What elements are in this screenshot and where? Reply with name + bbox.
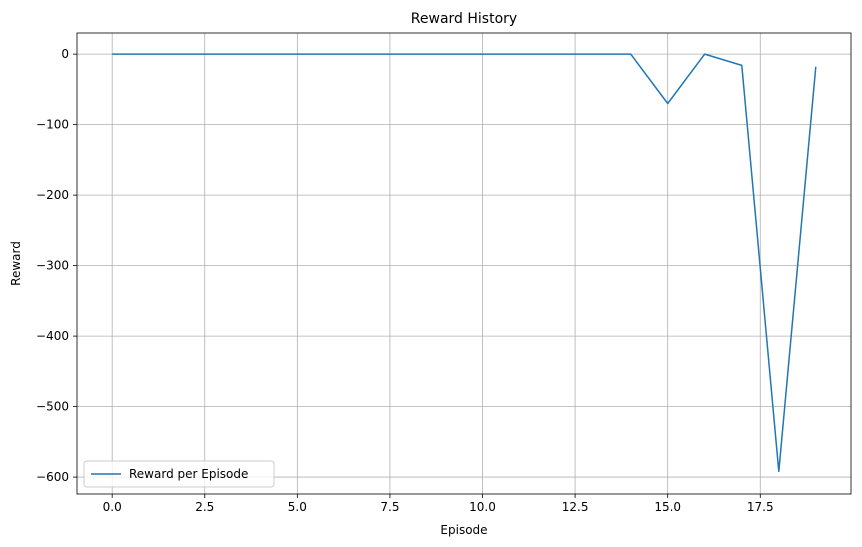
x-tick-label: 2.5 bbox=[195, 500, 214, 514]
x-tick-label: 5.0 bbox=[288, 500, 307, 514]
series-group bbox=[112, 53, 817, 473]
y-tick-label: 0 bbox=[61, 47, 69, 61]
plot-frame bbox=[76, 32, 852, 495]
y-tick-label: −500 bbox=[36, 400, 69, 414]
x-tick-label: 7.5 bbox=[380, 500, 399, 514]
y-tick-label: −600 bbox=[36, 470, 69, 484]
legend-box bbox=[83, 460, 275, 488]
x-tick-label: 15.0 bbox=[654, 500, 681, 514]
legend-label: Reward per Episode bbox=[129, 467, 248, 481]
y-tick-label: −300 bbox=[36, 259, 69, 273]
y-tick-label: −400 bbox=[36, 329, 69, 343]
x-tick-label: 12.5 bbox=[562, 500, 589, 514]
y-axis-label: Reward bbox=[9, 241, 23, 286]
series-line bbox=[112, 53, 817, 473]
legend: Reward per Episode bbox=[83, 460, 275, 488]
x-tick-label: 17.5 bbox=[747, 500, 774, 514]
x-axis-ticks: 0.0 2.5 5.0 7.5 10.0 12.5 15.0 17.5 bbox=[103, 494, 774, 514]
x-axis-label: Episode bbox=[440, 523, 487, 537]
x-tick-label: 10.0 bbox=[469, 500, 496, 514]
y-tick-label: −100 bbox=[36, 118, 69, 132]
x-tick-label: 0.0 bbox=[103, 500, 122, 514]
y-tick-label: −200 bbox=[36, 188, 69, 202]
chart-title: Reward History bbox=[411, 11, 517, 27]
y-axis-ticks: 0 −100 −200 −300 −400 −500 −600 bbox=[36, 47, 77, 484]
